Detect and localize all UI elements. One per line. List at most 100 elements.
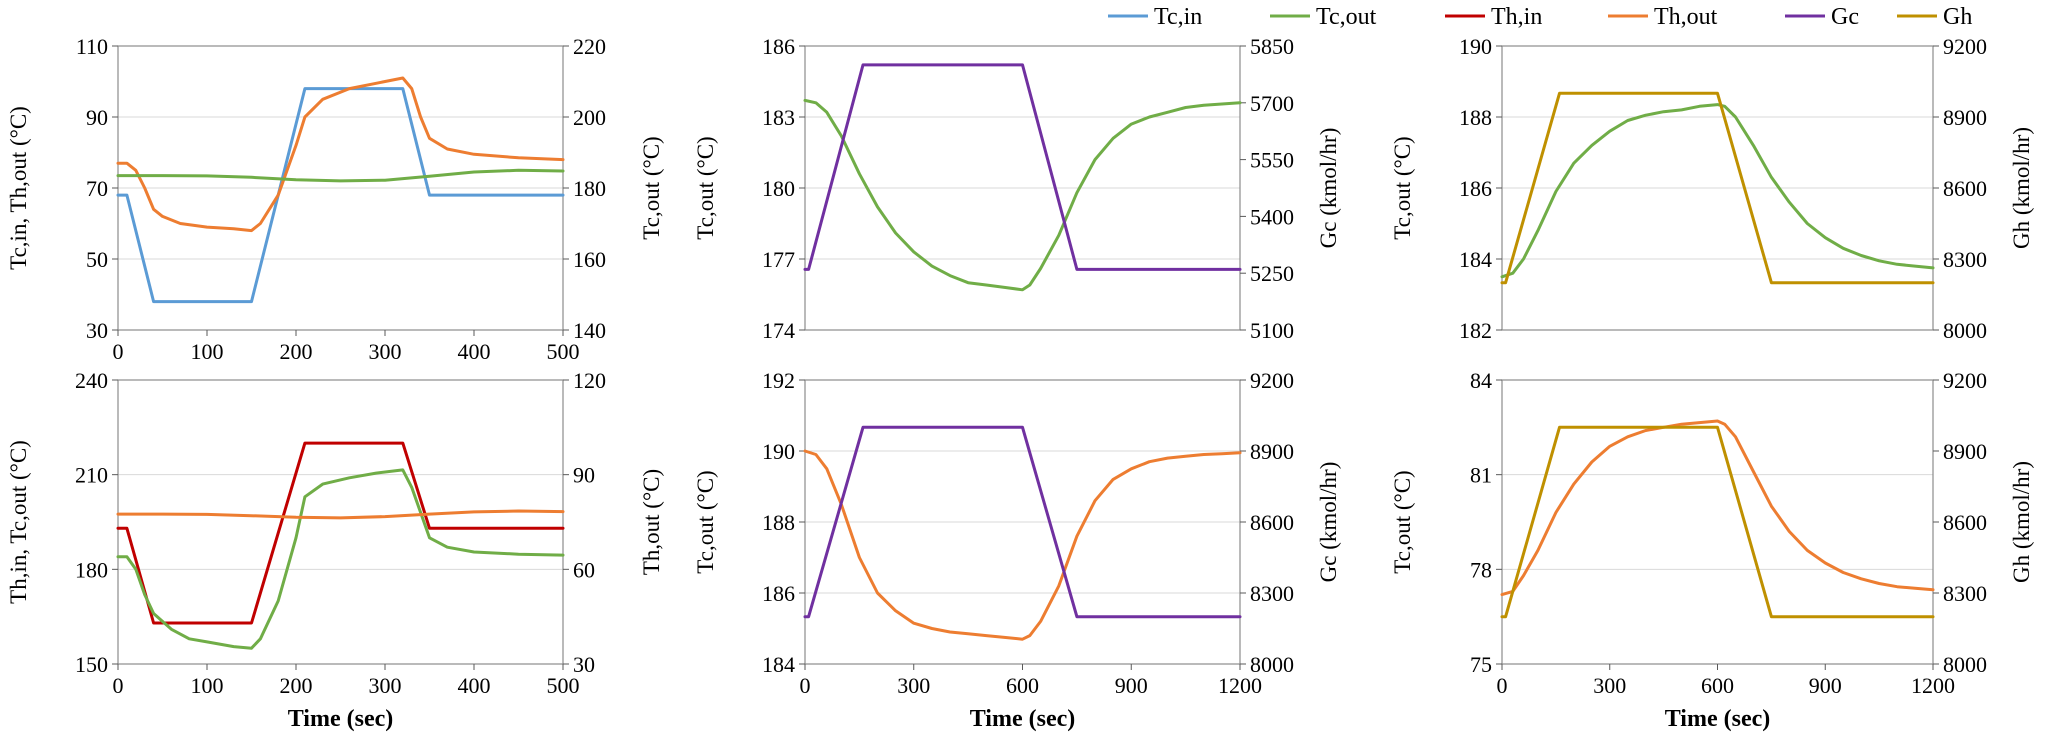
- x-tick-label: 600: [1006, 673, 1039, 698]
- left-tick-label: 186: [1459, 176, 1492, 201]
- left-axis-label: Tc,out (°C): [693, 470, 718, 573]
- x-tick-label: 0: [113, 339, 124, 364]
- left-tick-label: 210: [75, 463, 108, 488]
- series-line-gc: [803, 63, 1242, 271]
- right-tick-label: 180: [573, 176, 606, 201]
- x-tick-label: 1200: [1218, 673, 1262, 698]
- x-axis-label: Time (sec): [1665, 706, 1771, 732]
- right-tick-label: 5550: [1250, 148, 1294, 173]
- series-line-gh: [1500, 425, 1935, 619]
- right-tick-label: 5850: [1250, 34, 1294, 59]
- chart-panel-p3: 182 184 186 188 190 8000 8300 8600 8900 9200 Tc,ou…: [1390, 34, 2034, 343]
- left-tick-label: 90: [86, 105, 108, 130]
- right-tick-label: 8600: [1943, 176, 1987, 201]
- x-tick-label: 0: [113, 673, 124, 698]
- right-tick-label: 9200: [1250, 368, 1294, 393]
- left-tick-label: 70: [86, 176, 108, 201]
- left-tick-label: 180: [762, 176, 795, 201]
- right-tick-label: 60: [573, 557, 595, 582]
- chart-panel-p1: 30 50 70 90 110 140 160 180 200 220 0 100 200 300 400 5…: [6, 34, 664, 364]
- left-tick-label: 78: [1470, 557, 1492, 582]
- left-tick-label: 186: [762, 581, 795, 606]
- plot-frame: [117, 379, 564, 665]
- x-tick-label: 0: [800, 673, 811, 698]
- series-line-gc: [803, 425, 1242, 619]
- x-tick-label: 300: [897, 673, 930, 698]
- left-tick-label: 184: [762, 652, 795, 677]
- x-tick-label: 900: [1809, 673, 1842, 698]
- x-tick-label: 100: [191, 673, 224, 698]
- x-tick-label: 1200: [1911, 673, 1955, 698]
- right-axis-label: Gh (kmol/hr): [2009, 461, 2034, 583]
- left-axis-label: Tc,in, Th,out (°C): [6, 106, 31, 270]
- right-tick-label: 5250: [1250, 261, 1294, 286]
- right-tick-label: 8600: [1250, 510, 1294, 535]
- left-tick-label: 190: [1459, 34, 1492, 59]
- x-tick-label: 400: [458, 339, 491, 364]
- left-tick-label: 84: [1470, 368, 1492, 393]
- series-line-tcout: [116, 468, 565, 650]
- x-axis-label: Time (sec): [288, 706, 394, 732]
- right-tick-label: 8900: [1250, 439, 1294, 464]
- right-tick-label: 5400: [1250, 204, 1294, 229]
- left-tick-label: 183: [762, 105, 795, 130]
- x-tick-label: 400: [458, 673, 491, 698]
- x-tick-label: 500: [547, 673, 580, 698]
- right-axis-label: Gc (kmol/hr): [1316, 462, 1341, 583]
- right-axis-label: Gh (kmol/hr): [2009, 127, 2034, 249]
- right-tick-label: 5700: [1250, 91, 1294, 116]
- left-axis-label: Th,in, Tc,out (°C): [6, 440, 31, 604]
- left-tick-label: 110: [76, 34, 108, 59]
- x-tick-label: 900: [1115, 673, 1148, 698]
- right-tick-label: 8900: [1943, 439, 1987, 464]
- right-tick-label: 8000: [1943, 652, 1987, 677]
- left-axis-label: Tc,out (°C): [1390, 136, 1415, 239]
- series-line-thout: [116, 509, 565, 520]
- left-tick-label: 240: [75, 368, 108, 393]
- right-tick-label: 140: [573, 318, 606, 343]
- x-tick-label: 600: [1701, 673, 1734, 698]
- legend-label-thin: Th,in: [1491, 4, 1542, 30]
- right-tick-label: 8000: [1250, 652, 1294, 677]
- legend-label-gc: Gc: [1831, 4, 1859, 30]
- left-tick-label: 182: [1459, 318, 1492, 343]
- series-line-tcout: [1500, 103, 1935, 279]
- legend-label-tcin: Tc,in: [1154, 4, 1202, 30]
- x-tick-label: 200: [280, 339, 313, 364]
- left-tick-label: 174: [762, 318, 795, 343]
- right-tick-label: 8300: [1943, 247, 1987, 272]
- right-tick-label: 160: [573, 247, 606, 272]
- left-axis-label: Tc,out (°C): [693, 136, 718, 239]
- left-tick-label: 30: [86, 318, 108, 343]
- x-tick-label: 100: [191, 339, 224, 364]
- left-tick-label: 50: [86, 247, 108, 272]
- x-tick-label: 300: [1593, 673, 1626, 698]
- left-tick-label: 188: [1459, 105, 1492, 130]
- right-tick-label: 120: [573, 368, 606, 393]
- x-tick-label: 500: [547, 339, 580, 364]
- series-line-tcout: [803, 98, 1242, 292]
- left-tick-label: 192: [762, 368, 795, 393]
- x-tick-label: 200: [280, 673, 313, 698]
- x-tick-label: 300: [369, 339, 402, 364]
- right-tick-label: 9200: [1943, 368, 1987, 393]
- left-axis-label: Tc,out (°C): [1390, 470, 1415, 573]
- right-tick-label: 5100: [1250, 318, 1294, 343]
- right-tick-label: 90: [573, 463, 595, 488]
- x-axis-label: Time (sec): [970, 706, 1076, 732]
- legend-label-gh: Gh: [1943, 4, 1972, 30]
- chart-panel-p5: 184 186 188 190 192 8000 8300 8600 8900 9200 0 300 6…: [693, 368, 1341, 732]
- legend-label-thout: Th,out: [1654, 4, 1718, 30]
- right-tick-label: 9200: [1943, 34, 1987, 59]
- right-tick-label: 8900: [1943, 105, 1987, 130]
- left-tick-label: 184: [1459, 247, 1492, 272]
- chart-panel-p2: 174 177 180 183 186 5100 5250 5400 5550 5700 5850 T…: [693, 34, 1341, 343]
- right-axis-label: Tc,out (°C): [639, 136, 664, 239]
- series-line-thout: [803, 449, 1242, 641]
- right-tick-label: 8600: [1943, 510, 1987, 535]
- left-tick-label: 180: [75, 557, 108, 582]
- left-tick-label: 75: [1470, 652, 1492, 677]
- legend-label-tcout: Tc,out: [1316, 4, 1377, 30]
- left-tick-label: 188: [762, 510, 795, 535]
